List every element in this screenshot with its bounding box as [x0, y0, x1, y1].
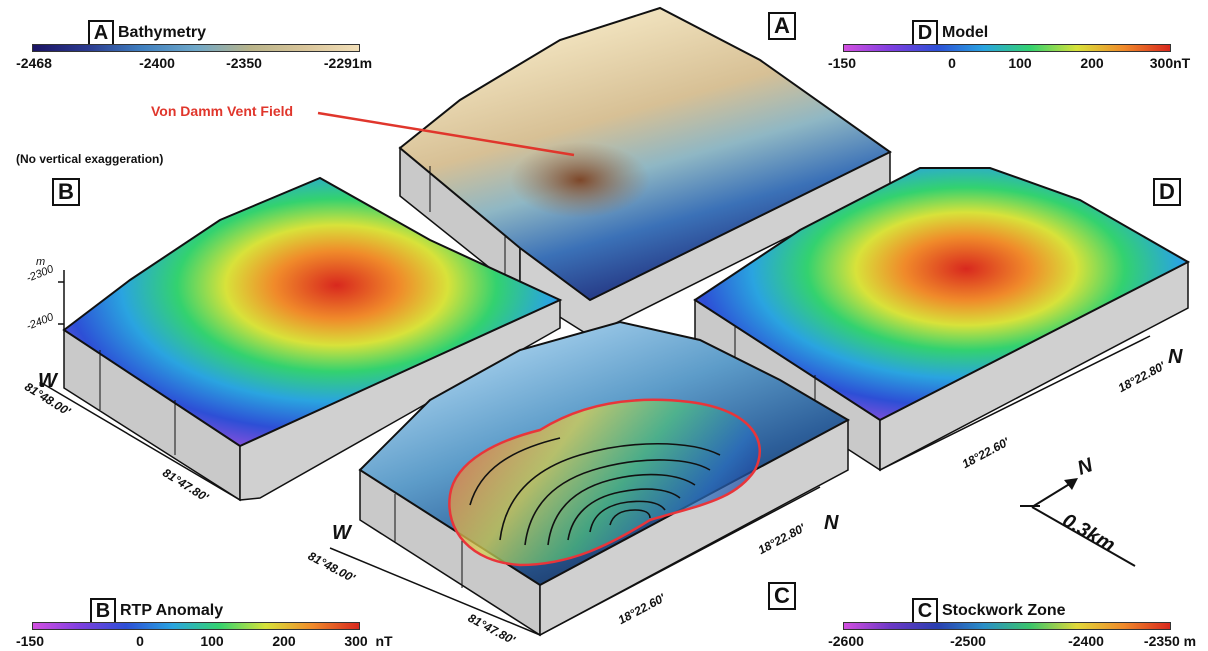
bathymetry-colorbar-title: A Bathymetry [88, 20, 206, 46]
bathymetry-tick: -2468 [16, 55, 52, 71]
panel-b-label: B [52, 178, 80, 206]
bathymetry-colorbar [32, 44, 360, 52]
north-arrow [1020, 478, 1136, 567]
vent-pointer-line [317, 111, 575, 157]
stockwork-zone-outline [448, 398, 761, 567]
contour-lines [469, 437, 721, 546]
c-west-label: W [332, 522, 351, 544]
model-colorbar-title: D Model [912, 20, 988, 46]
panel-b-block [39, 176, 563, 502]
rtp-tick: 300 [344, 633, 368, 649]
rtp-tick: nT [375, 633, 393, 649]
stockwork-colorbar [843, 622, 1171, 630]
bathymetry-letter: A [88, 20, 114, 46]
panel-c-label: C [768, 582, 796, 610]
stockwork-tick: -2350 m [1143, 633, 1197, 649]
panel-a-label: A [768, 12, 796, 40]
model-label: Model [942, 24, 989, 42]
rtp-colorbar [32, 622, 360, 630]
rtp-letter: B [90, 598, 116, 624]
panel-a-block [398, 6, 892, 337]
rtp-label: RTP Anomaly [120, 602, 224, 620]
model-tick: 100 [1008, 55, 1032, 71]
bathymetry-tick: -2291m [323, 55, 373, 71]
b-west-label: W [38, 370, 57, 392]
model-tick: -150 [827, 55, 857, 71]
bathymetry-tick: -2350 [226, 55, 262, 71]
vertical-exaggeration-note: (No vertical exaggeration) [16, 152, 164, 166]
depth-axis-unit: m [36, 256, 46, 268]
stockwork-label: Stockwork Zone [942, 602, 1066, 620]
stockwork-tick: -2600 [828, 633, 864, 649]
rtp-tick: 100 [200, 633, 224, 649]
stockwork-letter: C [912, 598, 938, 624]
bathymetry-label: Bathymetry [118, 24, 207, 42]
rtp-tick: 0 [136, 633, 144, 649]
model-tick: 300nT [1149, 55, 1191, 71]
stockwork-tick: -2400 [1068, 633, 1104, 649]
stockwork-tick: -2500 [950, 633, 986, 649]
model-tick: 0 [948, 55, 956, 71]
rtp-colorbar-title: B RTP Anomaly [90, 598, 223, 624]
bathymetry-tick: -2400 [139, 55, 175, 71]
rtp-tick: -150 [15, 633, 45, 649]
vent-field-label: Von Damm Vent Field [151, 103, 294, 119]
scale-bar [1031, 506, 1136, 567]
stockwork-colorbar-title: C Stockwork Zone [912, 598, 1066, 624]
model-colorbar [843, 44, 1171, 52]
model-letter: D [912, 20, 938, 46]
c-north-label: N [824, 512, 839, 534]
rtp-tick: 200 [272, 633, 296, 649]
panel-d-label: D [1153, 178, 1181, 206]
d-north-label: N [1168, 346, 1183, 368]
model-tick: 200 [1080, 55, 1104, 71]
panel-c-block [358, 320, 851, 637]
